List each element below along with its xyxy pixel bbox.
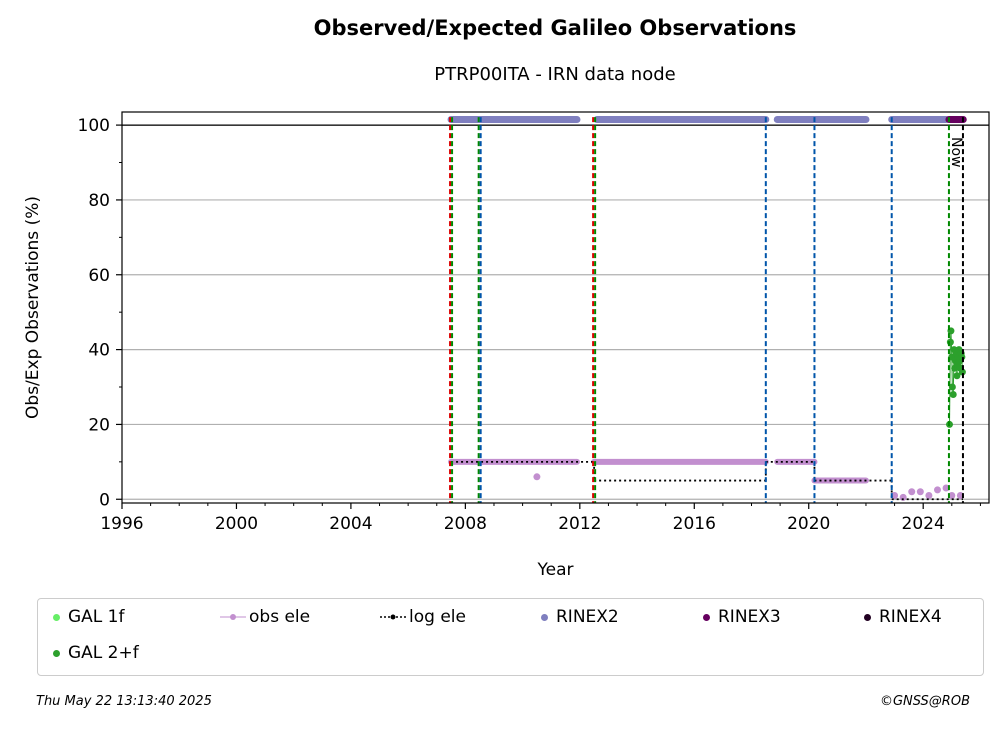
chart-subtitle: PTRP00ITA - IRN data node: [434, 64, 676, 85]
legend-label-rinex3: RINEX3: [718, 607, 781, 627]
footer-timestamp: Thu May 22 13:13:40 2025: [36, 694, 212, 709]
y-tick-label: 100: [78, 116, 110, 136]
obs-ele-point: [942, 484, 950, 492]
vertical-event-lines: [449, 117, 964, 503]
now-label: Now: [948, 137, 964, 168]
y-tick-label: 40: [88, 341, 110, 361]
log-ele-line-icon: [380, 614, 406, 620]
gal2f-marker-icon: [53, 649, 60, 657]
obs-ele-point: [533, 473, 541, 481]
gal2f-point: [958, 353, 966, 361]
obs-ele-point: [899, 493, 907, 501]
obs-ele-point: [933, 486, 941, 494]
legend-label-log-ele: log ele: [409, 607, 466, 627]
gal2f-point: [949, 390, 957, 398]
rinex3-marker-icon: [703, 613, 710, 621]
rinex2-marker-icon: [541, 613, 548, 621]
legend-label-obs-ele: obs ele: [249, 607, 311, 627]
x-tick-label: 2012: [558, 514, 601, 534]
data-series: [447, 115, 967, 501]
legend-item-rinex4: RINEX4: [864, 607, 942, 627]
legend-item-obs-ele: obs ele: [220, 607, 310, 627]
gal2f-point: [958, 368, 966, 376]
obs-ele-point: [891, 492, 899, 500]
x-axis-label: Year: [537, 560, 574, 580]
y-tick-label: 20: [88, 415, 110, 435]
legend-item-log-ele: log ele: [380, 607, 466, 627]
legend-item-gal2f: GAL 2+f: [53, 643, 139, 663]
legend-label-rinex4: RINEX4: [879, 607, 942, 627]
grid-lines: [122, 124, 989, 500]
legend: GAL 1f GAL 2+f obs ele log ele RINEX2 RI…: [37, 598, 984, 676]
x-tick-label: 2024: [902, 514, 945, 534]
plot-frame: [121, 111, 990, 504]
rinex4-marker-icon: [864, 613, 871, 621]
gal2f-point: [948, 383, 956, 391]
gal1f-marker-icon: [53, 613, 60, 621]
legend-label-gal2f: GAL 2+f: [68, 643, 139, 663]
legend-item-rinex2: RINEX2: [541, 607, 619, 627]
obs-ele-point: [925, 492, 933, 500]
footer-copyright: ©GNSS@ROB: [879, 694, 970, 709]
y-tick-label: 80: [88, 191, 110, 211]
obs-ele-point: [908, 488, 916, 496]
x-tick-label: 2020: [787, 514, 830, 534]
y-axis-label: Obs/Exp Observations (%): [23, 196, 43, 419]
legend-item-rinex3: RINEX3: [703, 607, 781, 627]
obs-ele-point: [948, 492, 956, 500]
gal2f-point: [953, 372, 961, 380]
obs-ele-line-icon: [220, 614, 246, 620]
obs-ele-point: [916, 488, 924, 496]
gal2f-connector: [951, 357, 953, 388]
chart-title: Observed/Expected Galileo Observations: [313, 16, 797, 40]
x-tick-label: 1996: [100, 514, 143, 534]
legend-item-gal1f: GAL 1f: [53, 607, 124, 627]
x-tick-label: 2008: [444, 514, 487, 534]
y-tick-label: 60: [88, 266, 110, 286]
y-tick-label: 0: [99, 490, 110, 510]
x-tick-label: 2004: [329, 514, 372, 534]
gal2f-point: [946, 338, 954, 346]
x-tick-label: 2000: [215, 514, 258, 534]
axes: 0 20 40 60 80 100 1996 2000 2004 2008 2012 2016 2020…: [78, 116, 981, 534]
x-tick-label: 2016: [673, 514, 716, 534]
legend-label-rinex2: RINEX2: [556, 607, 619, 627]
legend-label-gal1f: GAL 1f: [68, 607, 125, 627]
